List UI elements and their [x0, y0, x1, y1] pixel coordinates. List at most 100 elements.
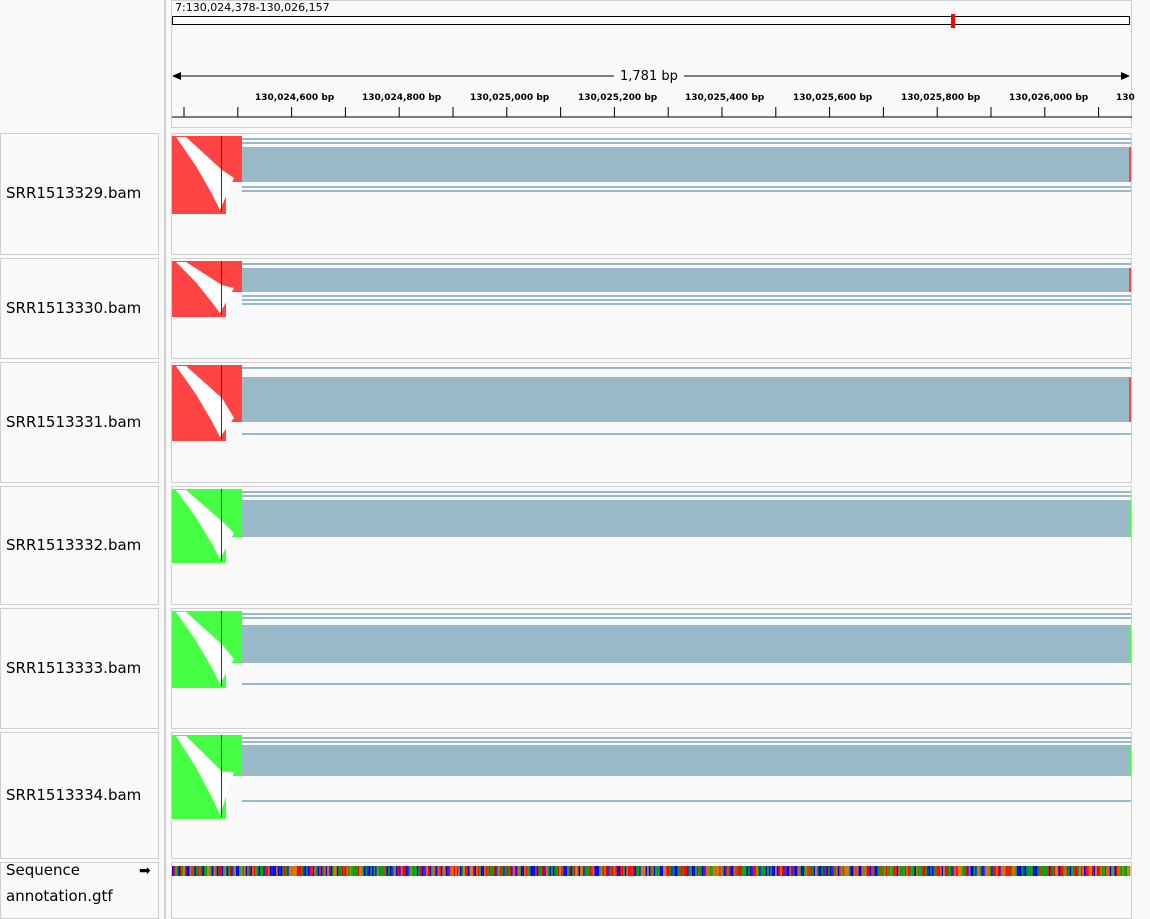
base [764, 866, 766, 876]
track-name-panel[interactable]: SRR1513334.bam [0, 732, 159, 859]
base [469, 866, 472, 876]
base [956, 866, 958, 876]
base [432, 866, 435, 876]
base [911, 866, 913, 876]
base [685, 866, 688, 876]
base [487, 866, 489, 876]
base [984, 866, 987, 876]
base [239, 866, 241, 876]
base [821, 866, 824, 876]
base [415, 866, 417, 876]
base [948, 866, 950, 876]
base [287, 866, 289, 876]
read-line [242, 617, 1131, 619]
base [928, 866, 931, 876]
base [364, 866, 366, 876]
base [866, 866, 868, 876]
soft-clip-edge [1129, 147, 1131, 182]
read-band [242, 377, 1130, 422]
base [583, 866, 585, 876]
base [357, 866, 360, 876]
locus-label: 7:130,024,378-130,026,157 [175, 1, 330, 14]
track-data-panel[interactable] [171, 486, 1132, 605]
base [842, 866, 844, 876]
base [466, 866, 468, 876]
base [927, 866, 929, 876]
sequence-name-panel[interactable]: Sequence ➡ annotation.gtf [0, 861, 159, 919]
base [212, 866, 214, 876]
base [631, 866, 633, 876]
base [951, 866, 953, 876]
base [708, 866, 710, 876]
base [488, 866, 491, 876]
base [330, 866, 332, 876]
base [551, 866, 553, 876]
track-name-panel[interactable]: SRR1513331.bam [0, 362, 159, 483]
strand-arrow-icon[interactable]: ➡ [139, 863, 151, 879]
base [722, 866, 724, 876]
base [751, 866, 753, 876]
base [658, 866, 660, 876]
base [860, 866, 862, 876]
track-name-panel[interactable]: SRR1513330.bam [0, 258, 159, 359]
base [530, 866, 532, 876]
base [1090, 866, 1092, 876]
base [215, 866, 217, 876]
track-data-panel[interactable] [171, 362, 1132, 483]
base [1005, 866, 1008, 876]
base [256, 866, 259, 876]
base [290, 866, 292, 876]
base [925, 866, 928, 876]
base [898, 866, 900, 876]
read-gap [176, 137, 234, 210]
base [933, 866, 936, 876]
track-name-panel[interactable]: SRR1513329.bam [0, 133, 159, 255]
base [740, 866, 742, 876]
base [628, 866, 630, 876]
alignment-reads [172, 489, 1131, 563]
base [805, 866, 808, 876]
panel-divider[interactable] [164, 0, 166, 919]
read-line [242, 367, 1131, 369]
base [456, 866, 459, 876]
base [354, 866, 356, 876]
base [540, 866, 542, 876]
base [573, 866, 576, 876]
base [428, 866, 430, 876]
base [223, 866, 225, 876]
read-line [242, 263, 1131, 265]
chromosome-ideogram[interactable] [172, 16, 1130, 25]
track-data-panel[interactable] [171, 608, 1132, 729]
base [935, 866, 937, 876]
base [1092, 866, 1094, 876]
base [533, 866, 536, 876]
base [298, 866, 300, 876]
track-data-panel[interactable] [171, 258, 1132, 359]
base [196, 866, 198, 876]
read-line [242, 186, 1131, 188]
track-name-panel[interactable]: SRR1513332.bam [0, 486, 159, 605]
track-data-panel[interactable] [171, 732, 1132, 859]
base [384, 866, 387, 876]
base [527, 866, 529, 876]
base [485, 866, 488, 876]
base [552, 866, 555, 876]
read-gap [176, 736, 234, 815]
base [189, 866, 192, 876]
base [640, 866, 643, 876]
track-name-panel[interactable]: SRR1513333.bam [0, 608, 159, 729]
base [460, 866, 462, 876]
base [372, 866, 374, 876]
base [199, 866, 201, 876]
base [266, 866, 268, 876]
track-data-panel[interactable] [171, 133, 1132, 255]
sequence-data-panel[interactable] [171, 862, 1132, 919]
base [789, 866, 792, 876]
base [365, 866, 368, 876]
base [972, 866, 974, 876]
base [786, 866, 788, 876]
base [1096, 866, 1099, 876]
base [752, 866, 755, 876]
base [890, 866, 892, 876]
base [1100, 866, 1102, 876]
